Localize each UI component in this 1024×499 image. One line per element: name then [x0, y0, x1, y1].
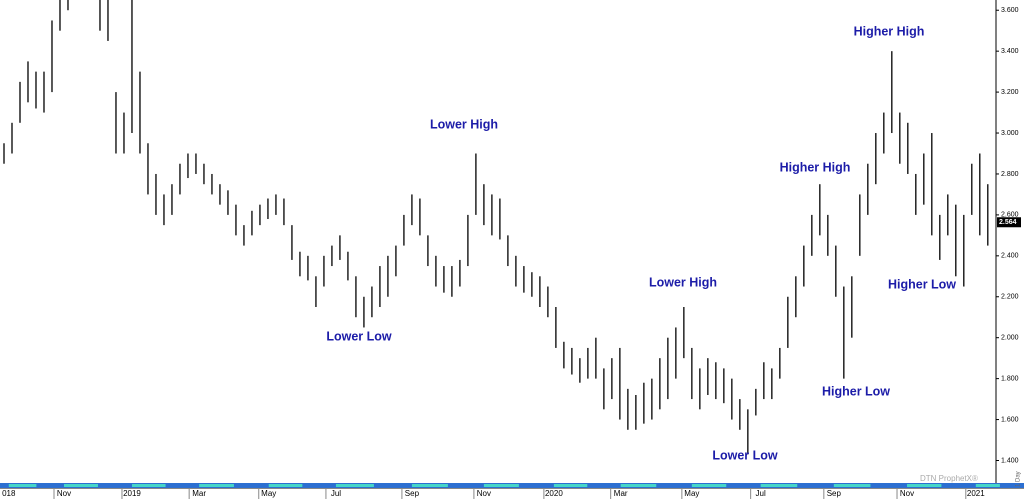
y-tick-label: 3.200	[1001, 89, 1019, 96]
date-strip-segment	[833, 484, 871, 487]
date-strip-segment	[483, 484, 519, 487]
date-strip-segment	[620, 484, 657, 487]
y-tick-label: 3.400	[1001, 48, 1019, 55]
annotation: Higher High	[854, 24, 925, 38]
x-tick-label: 2019	[123, 489, 141, 498]
y-tick-label: 1.400	[1001, 457, 1019, 464]
y-tick-label: 1.800	[1001, 375, 1019, 382]
date-strip-segment	[691, 484, 727, 487]
x-tick-label: Sep	[405, 489, 420, 498]
date-strip-segment	[8, 484, 37, 487]
date-strip-segment	[268, 484, 303, 487]
y-tick-label: 2.800	[1001, 171, 1019, 178]
date-strip-segment	[975, 484, 1000, 487]
y-tick-label: 2.400	[1001, 253, 1019, 260]
x-tick-label: Mar	[614, 489, 628, 498]
x-tick-label: Nov	[900, 489, 914, 498]
x-tick-label: Nov	[477, 489, 491, 498]
x-tick-label: Jul	[756, 489, 766, 498]
annotation: Lower High	[649, 275, 717, 289]
y-tick-label: 1.600	[1001, 416, 1019, 423]
x-tick-label: 2020	[545, 489, 563, 498]
date-strip-segment	[760, 484, 798, 487]
annotation: Lower Low	[326, 329, 392, 343]
annotation: Higher Low	[888, 277, 956, 291]
date-strip-segment	[131, 484, 166, 487]
y-tick-label: 2.200	[1001, 294, 1019, 301]
last-value-label: 2.564	[999, 219, 1017, 226]
interval: 1 Day	[1016, 471, 1022, 487]
x-tick-label: Sep	[827, 489, 842, 498]
annotation: Lower Low	[712, 448, 778, 462]
y-tick-label: 3.000	[1001, 130, 1019, 137]
annotation: Higher Low	[822, 384, 890, 398]
date-strip-segment	[63, 484, 98, 487]
x-tick-label: 2021	[967, 489, 985, 498]
date-strip-segment	[335, 484, 374, 487]
annotation: Lower High	[430, 117, 498, 131]
annotation: Higher High	[780, 160, 851, 174]
date-strip-segment	[411, 484, 448, 487]
x-tick-label: May	[684, 489, 699, 498]
x-tick-label: May	[261, 489, 276, 498]
price-bars	[3, 0, 989, 455]
x-tick-label: 018	[2, 489, 16, 498]
y-tick-label: 2.000	[1001, 335, 1019, 342]
date-strip-segment	[199, 484, 234, 487]
y-tick-label: 3.600	[1001, 7, 1019, 14]
date-strip-segment	[553, 484, 588, 487]
x-tick-label: Nov	[57, 489, 71, 498]
last-value-box	[997, 217, 1021, 228]
watermark: DTN ProphetX®	[920, 474, 978, 483]
x-tick-label: Jul	[331, 489, 341, 498]
x-tick-label: Mar	[192, 489, 206, 498]
y-tick-label: 2.600	[1001, 212, 1019, 219]
date-strip-segment	[907, 484, 942, 487]
